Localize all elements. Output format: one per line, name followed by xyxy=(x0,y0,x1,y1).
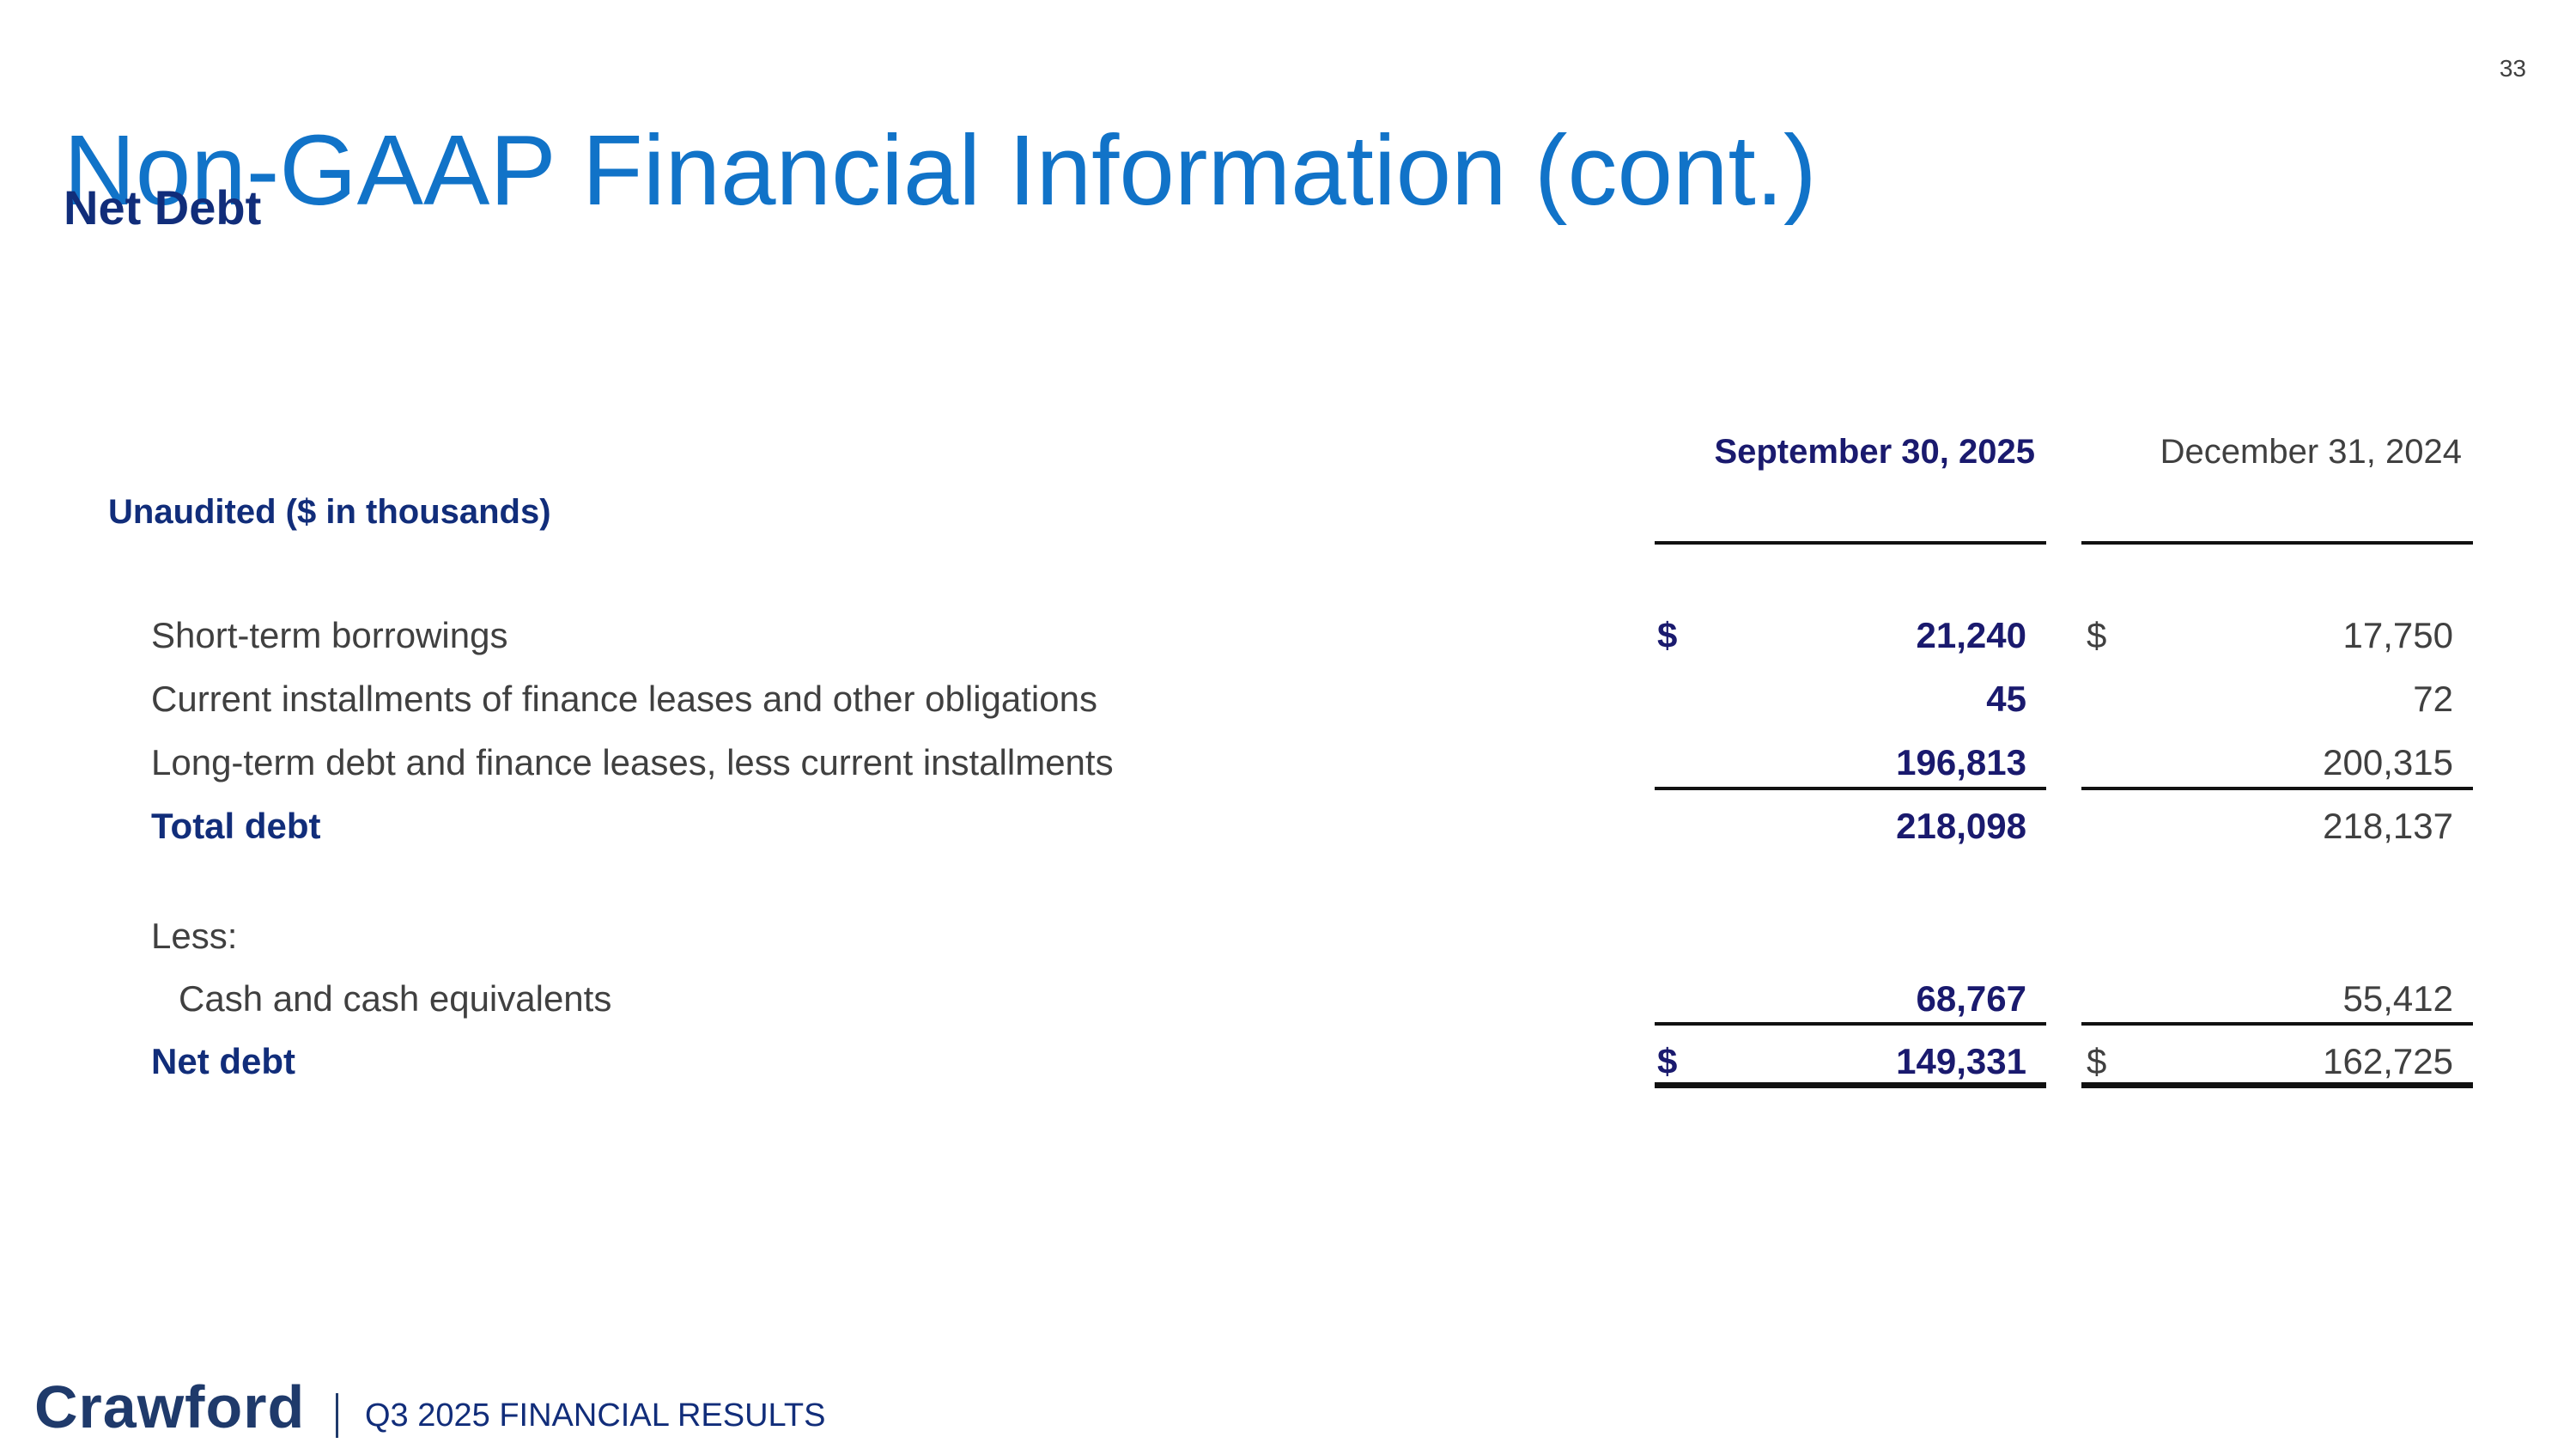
table-row-total-debt: Total debt 218,098 218,137 xyxy=(0,801,2576,852)
table-row: Long-term debt and finance leases, less … xyxy=(0,737,2576,788)
crawford-logo: Crawford xyxy=(34,1373,306,1440)
subtotal-rule-dec-2024 xyxy=(2081,787,2473,790)
value-sep-2025: 196,813 xyxy=(1896,742,2026,782)
header-rule-dec-2024 xyxy=(2081,541,2473,545)
table-row-net-debt: Net debt $ 149,331 $ 162,725 xyxy=(0,1036,2576,1087)
value-dec-2024: 218,137 xyxy=(2323,806,2453,846)
table-row: Current installments of finance leases a… xyxy=(0,673,2576,725)
table-caption: Unaudited ($ in thousands) xyxy=(108,493,551,531)
table-row: Cash and cash equivalents 68,767 55,412 xyxy=(0,973,2576,1025)
value-dec-2024: 55,412 xyxy=(2342,978,2453,1019)
total-double-rule-sep-2025 xyxy=(1655,1082,2046,1088)
table-row: Less: xyxy=(0,910,2576,962)
currency-symbol: $ xyxy=(2087,615,2107,655)
subtotal-rule-sep-2025 xyxy=(1655,1022,2046,1026)
value-sep-2025: 21,240 xyxy=(1916,615,2026,655)
header-rule-sep-2025 xyxy=(1655,541,2046,545)
column-header-dec-2024: December 31, 2024 xyxy=(2160,433,2462,471)
value-dec-2024: 17,750 xyxy=(2342,615,2453,655)
row-label: Less: xyxy=(151,916,238,956)
value-dec-2024: 72 xyxy=(2413,679,2453,719)
currency-symbol: $ xyxy=(1657,1041,1678,1081)
row-label: Net debt xyxy=(151,1041,295,1081)
table-row: Short-term borrowings $ 21,240 $ 17,750 xyxy=(0,610,2576,661)
row-label: Long-term debt and finance leases, less … xyxy=(151,742,1114,782)
row-label: Current installments of finance leases a… xyxy=(151,679,1097,719)
footer-text: Q3 2025 FINANCIAL RESULTS xyxy=(365,1397,826,1434)
page-number: 33 xyxy=(2499,55,2526,82)
subtotal-rule-dec-2024 xyxy=(2081,1022,2473,1026)
row-label: Short-term borrowings xyxy=(151,615,508,655)
page-subtitle: Net Debt xyxy=(64,180,262,234)
row-label: Total debt xyxy=(151,806,321,846)
value-dec-2024: 200,315 xyxy=(2323,742,2453,782)
value-sep-2025: 218,098 xyxy=(1896,806,2026,846)
row-label: Cash and cash equivalents xyxy=(179,978,612,1019)
currency-symbol: $ xyxy=(2087,1041,2107,1081)
value-sep-2025: 149,331 xyxy=(1896,1041,2026,1081)
subtotal-rule-sep-2025 xyxy=(1655,787,2046,790)
value-dec-2024: 162,725 xyxy=(2323,1041,2453,1081)
column-header-sep-2025: September 30, 2025 xyxy=(1714,433,2035,471)
value-sep-2025: 68,767 xyxy=(1916,978,2026,1019)
total-double-rule-dec-2024 xyxy=(2081,1082,2473,1088)
page-title: Non-GAAP Financial Information (cont.) xyxy=(64,113,1817,226)
footer-separator xyxy=(336,1393,338,1438)
currency-symbol: $ xyxy=(1657,615,1678,655)
value-sep-2025: 45 xyxy=(1986,679,2026,719)
